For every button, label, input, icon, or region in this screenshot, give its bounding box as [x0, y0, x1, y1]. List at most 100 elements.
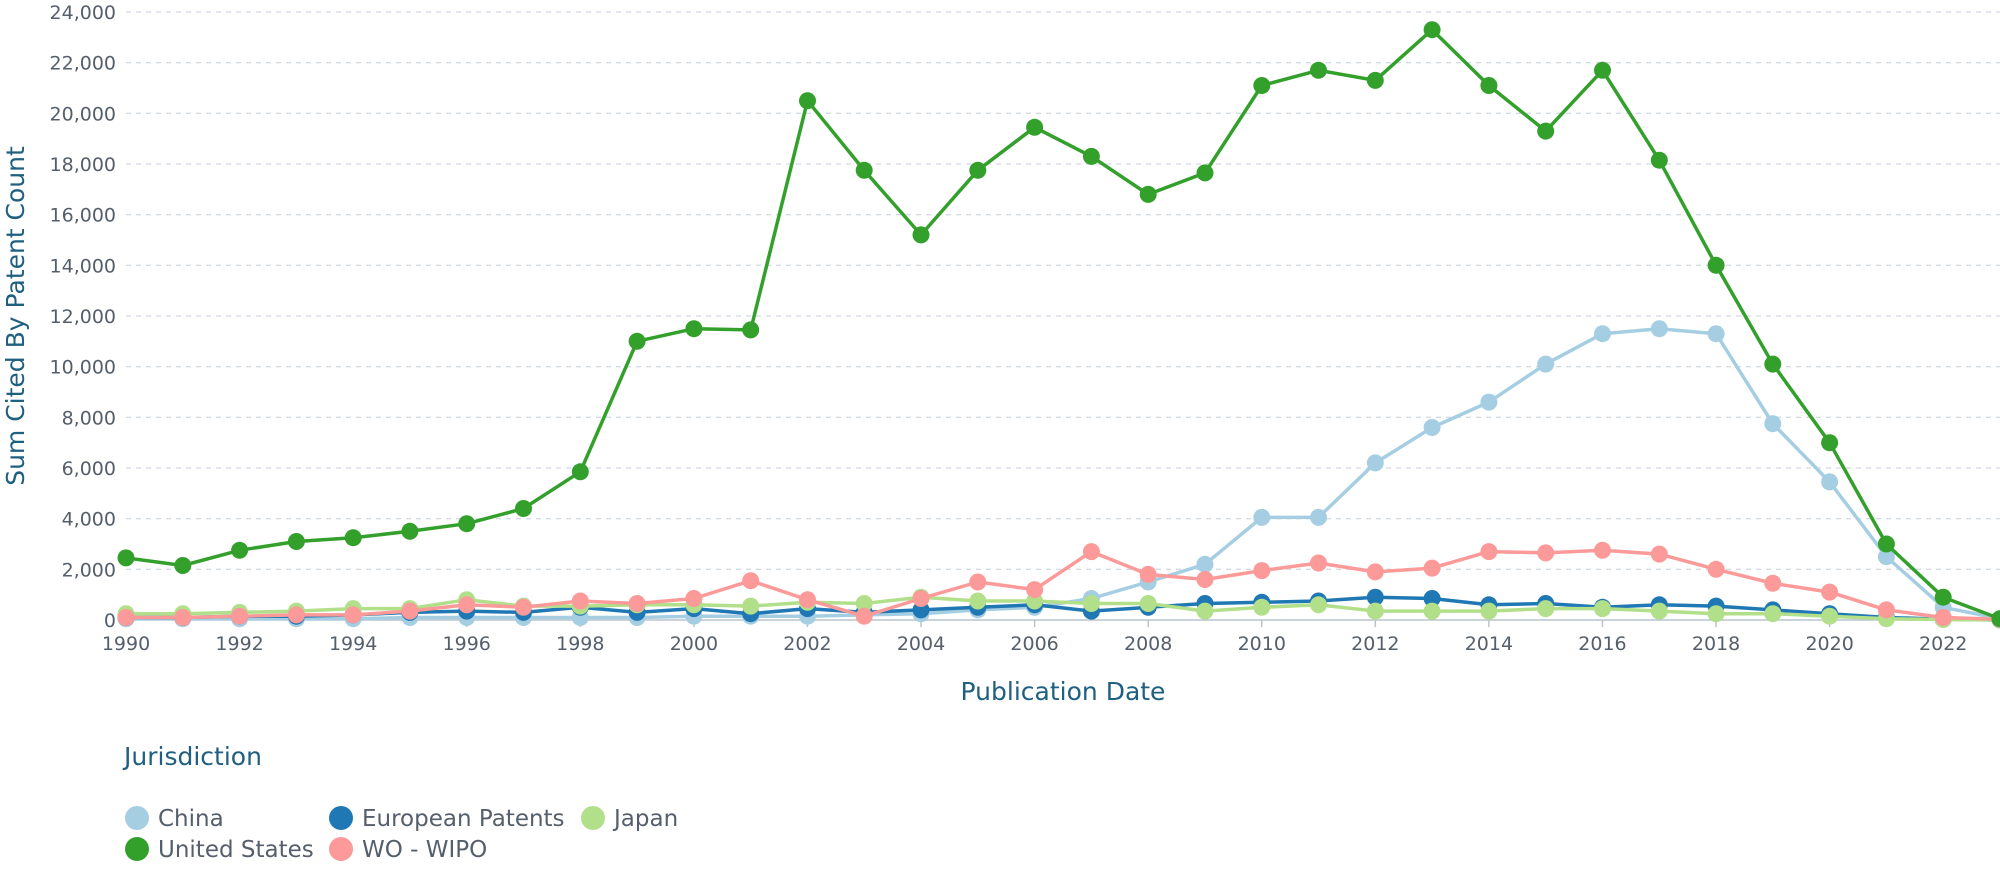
legend-label-european-patents: European Patents — [362, 806, 565, 832]
y-tick-label: 24,000 — [50, 2, 116, 24]
data-point-wo-wipo — [288, 606, 305, 623]
y-tick-label: 2,000 — [62, 559, 116, 581]
data-point-china — [1708, 325, 1725, 342]
legend-label-china: China — [158, 806, 224, 832]
legend-swatch-united-states — [125, 837, 149, 861]
data-point-wo-wipo — [345, 606, 362, 623]
data-point-united-states — [1253, 77, 1270, 94]
x-tick-label: 1994 — [329, 633, 377, 655]
data-point-japan — [1594, 600, 1611, 617]
data-point-wo-wipo — [1140, 566, 1157, 583]
data-point-wo-wipo — [1026, 581, 1043, 598]
data-point-united-states — [515, 500, 532, 517]
x-tick-label: 2014 — [1465, 633, 1513, 655]
data-point-china — [1821, 473, 1838, 490]
data-point-united-states — [1367, 72, 1384, 89]
x-tick-label: 2012 — [1351, 633, 1399, 655]
data-point-united-states — [1821, 434, 1838, 451]
x-tick-label: 2020 — [1805, 633, 1853, 655]
data-point-united-states — [1197, 164, 1214, 181]
data-point-japan — [1140, 595, 1157, 612]
data-point-wo-wipo — [174, 609, 191, 626]
data-point-japan — [1083, 595, 1100, 612]
data-point-wo-wipo — [515, 599, 532, 616]
data-point-wo-wipo — [799, 591, 816, 608]
data-point-united-states — [1764, 356, 1781, 373]
data-point-japan — [1197, 603, 1214, 620]
y-tick-label: 8,000 — [62, 407, 116, 429]
data-point-united-states — [1594, 62, 1611, 79]
data-point-china — [1310, 509, 1327, 526]
legend-label-united-states: United States — [158, 837, 314, 863]
data-point-united-states — [1140, 186, 1157, 203]
y-tick-label: 22,000 — [50, 53, 116, 75]
data-point-china — [1764, 415, 1781, 432]
legend-item-china: China — [125, 806, 224, 832]
x-tick-label: 2022 — [1919, 633, 1967, 655]
axes: 02,0004,0006,0008,00010,00012,00014,0001… — [50, 2, 2000, 655]
y-tick-label: 14,000 — [50, 255, 116, 277]
data-point-united-states — [1083, 148, 1100, 165]
y-axis-title: Sum Cited By Patent Count — [1, 146, 30, 486]
y-tick-label: 10,000 — [50, 357, 116, 379]
data-point-japan — [1651, 603, 1668, 620]
data-point-japan — [1821, 608, 1838, 625]
data-point-japan — [1480, 603, 1497, 620]
data-point-united-states — [799, 92, 816, 109]
series-group — [118, 21, 2000, 628]
data-point-wo-wipo — [1594, 542, 1611, 559]
data-point-wo-wipo — [856, 608, 873, 625]
data-point-wo-wipo — [458, 596, 475, 613]
x-tick-label: 1996 — [443, 633, 491, 655]
x-tick-label: 2006 — [1010, 633, 1058, 655]
data-point-china — [1480, 394, 1497, 411]
data-point-china — [1651, 320, 1668, 337]
data-point-china — [1367, 454, 1384, 471]
data-point-wo-wipo — [401, 603, 418, 620]
x-tick-label: 2008 — [1124, 633, 1172, 655]
data-point-united-states — [118, 549, 135, 566]
data-point-wo-wipo — [629, 595, 646, 612]
data-point-united-states — [913, 226, 930, 243]
legend-label-wo-wipo: WO - WIPO — [362, 837, 487, 863]
x-tick-label: 1998 — [556, 633, 604, 655]
x-tick-label: 1990 — [102, 633, 150, 655]
data-point-united-states — [1651, 152, 1668, 169]
data-point-wo-wipo — [1764, 575, 1781, 592]
legend-item-european-patents: European Patents — [329, 806, 565, 832]
data-point-japan — [1424, 603, 1441, 620]
y-tick-label: 4,000 — [62, 509, 116, 531]
data-point-wo-wipo — [1537, 544, 1554, 561]
data-point-united-states — [629, 333, 646, 350]
data-point-wo-wipo — [1878, 601, 1895, 618]
data-point-united-states — [1708, 257, 1725, 274]
x-tick-label: 1992 — [215, 633, 263, 655]
data-point-wo-wipo — [1708, 561, 1725, 578]
data-point-united-states — [174, 557, 191, 574]
y-tick-label: 18,000 — [50, 154, 116, 176]
data-point-wo-wipo — [1935, 609, 1952, 626]
x-tick-label: 2010 — [1238, 633, 1286, 655]
data-point-wo-wipo — [1253, 562, 1270, 579]
x-tick-label: 2016 — [1578, 633, 1626, 655]
data-point-china — [1537, 356, 1554, 373]
data-point-china — [1197, 556, 1214, 573]
data-point-wo-wipo — [1367, 563, 1384, 580]
data-point-japan — [1537, 600, 1554, 617]
data-point-united-states — [1310, 62, 1327, 79]
data-point-united-states — [1480, 77, 1497, 94]
legend-title: Jurisdiction — [122, 742, 262, 771]
data-point-united-states — [401, 523, 418, 540]
legend-swatch-japan — [581, 806, 605, 830]
legend-item-united-states: United States — [125, 837, 314, 863]
legend-swatch-wo-wipo — [329, 837, 353, 861]
x-axis-title: Publication Date — [961, 677, 1166, 706]
y-tick-label: 20,000 — [50, 103, 116, 125]
data-point-china — [1424, 419, 1441, 436]
data-point-united-states — [345, 529, 362, 546]
data-point-wo-wipo — [1083, 543, 1100, 560]
x-tick-label: 2000 — [670, 633, 718, 655]
data-point-wo-wipo — [1310, 555, 1327, 572]
